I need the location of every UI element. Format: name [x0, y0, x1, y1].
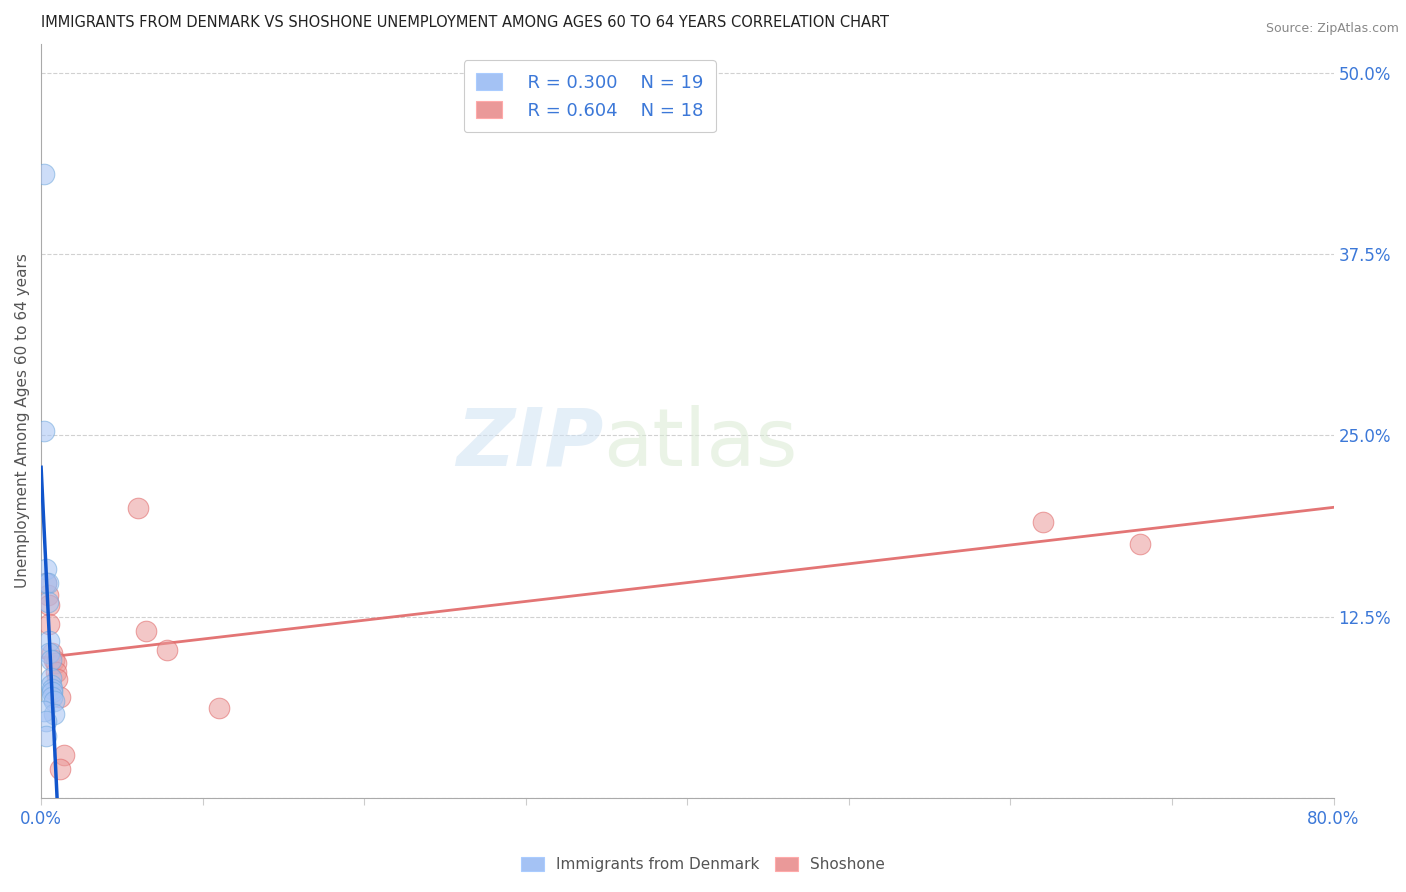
Point	[45, 656, 67, 670]
Point	[1032, 516, 1054, 530]
Y-axis label: Unemployment Among Ages 60 to 64 years: Unemployment Among Ages 60 to 64 years	[15, 253, 30, 589]
Point	[35, 562, 58, 576]
Point	[38, 598, 60, 612]
Point	[135, 624, 157, 639]
Point	[1129, 537, 1152, 551]
Point	[42, 694, 65, 708]
Point	[156, 643, 179, 657]
Point	[34, 167, 56, 181]
Text: ZIP: ZIP	[456, 405, 603, 483]
Legend:   R = 0.300    N = 19,   R = 0.604    N = 18: R = 0.300 N = 19, R = 0.604 N = 18	[464, 61, 716, 132]
Point	[49, 762, 72, 776]
Point	[41, 646, 63, 660]
Point	[39, 678, 62, 692]
Point	[208, 701, 231, 715]
Point	[49, 690, 72, 704]
Point	[38, 617, 60, 632]
Point	[41, 690, 63, 704]
Text: IMMIGRANTS FROM DENMARK VS SHOSHONE UNEMPLOYMENT AMONG AGES 60 TO 64 YEARS CORRE: IMMIGRANTS FROM DENMARK VS SHOSHONE UNEM…	[41, 15, 889, 30]
Point	[39, 671, 62, 685]
Text: atlas: atlas	[603, 405, 797, 483]
Point	[37, 595, 59, 609]
Point	[34, 424, 56, 438]
Point	[35, 576, 58, 591]
Point	[39, 653, 62, 667]
Point	[41, 685, 63, 699]
Point	[45, 665, 67, 679]
Point	[46, 672, 69, 686]
Legend: Immigrants from Denmark, Shoshone: Immigrants from Denmark, Shoshone	[513, 849, 893, 880]
Point	[35, 714, 58, 729]
Point	[38, 634, 60, 648]
Point	[38, 646, 60, 660]
Point	[42, 653, 65, 667]
Point	[42, 706, 65, 721]
Point	[34, 704, 56, 718]
Point	[37, 576, 59, 591]
Point	[35, 729, 58, 743]
Point	[35, 576, 58, 591]
Text: Source: ZipAtlas.com: Source: ZipAtlas.com	[1265, 22, 1399, 36]
Point	[41, 682, 63, 697]
Point	[37, 588, 59, 602]
Point	[52, 747, 75, 762]
Point	[127, 500, 149, 515]
